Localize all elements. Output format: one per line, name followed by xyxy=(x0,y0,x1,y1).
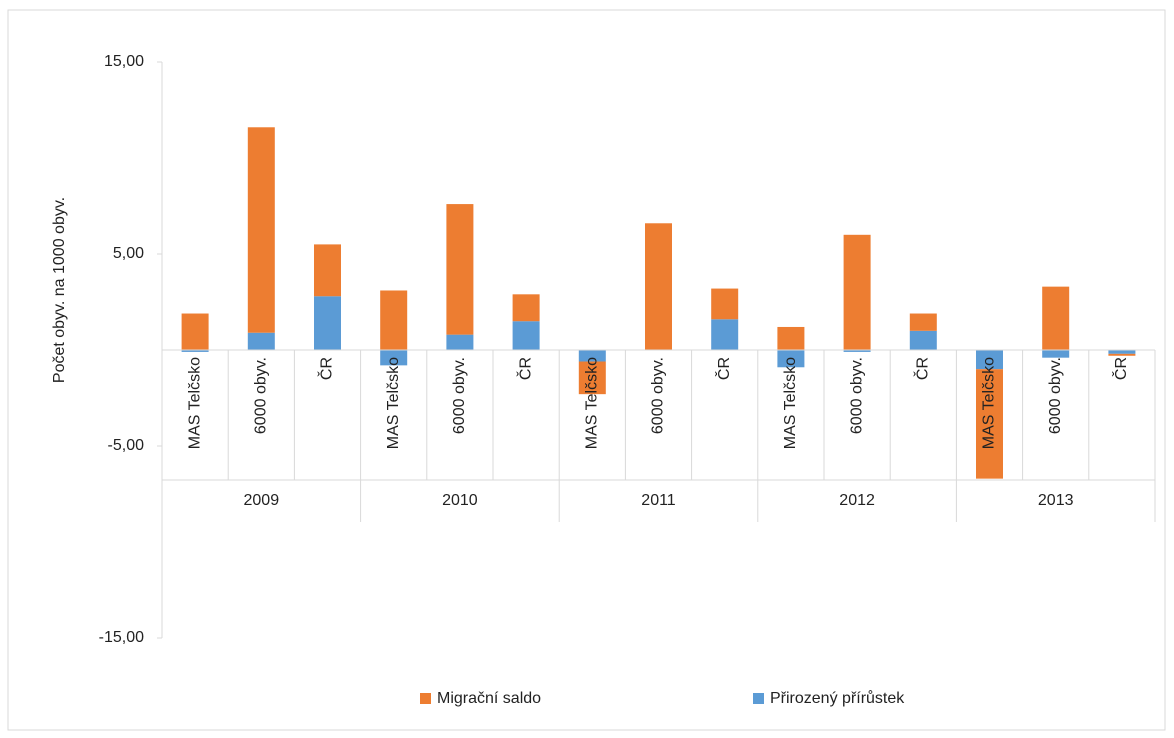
x-tick-label: ČR xyxy=(714,357,733,380)
bar xyxy=(181,313,209,350)
group-label: 2011 xyxy=(641,492,676,509)
bar xyxy=(181,350,209,352)
bar xyxy=(843,350,871,352)
bar xyxy=(1042,286,1070,350)
bar xyxy=(512,294,540,322)
legend-swatch xyxy=(753,693,764,704)
bar xyxy=(976,350,1003,370)
x-tick-label: MAS Telčsko xyxy=(584,357,601,449)
group-label: 2012 xyxy=(839,492,875,509)
legend-label: Přirozený přírůstek xyxy=(770,689,905,707)
y-tick-label: -5,00 xyxy=(108,437,145,454)
x-tick-label: 6000 obyv. xyxy=(451,357,468,434)
x-tick-label: 6000 obyv. xyxy=(650,357,667,434)
bar xyxy=(512,321,540,350)
x-tick-label: MAS Telčsko xyxy=(186,357,203,449)
group-label: 2010 xyxy=(442,492,478,509)
bar xyxy=(1108,350,1136,354)
bar xyxy=(578,350,606,362)
bar xyxy=(1108,353,1136,356)
x-tick-label: MAS Telčsko xyxy=(981,357,998,449)
bar xyxy=(909,330,937,350)
x-tick-label: MAS Telčsko xyxy=(385,357,402,449)
bar xyxy=(314,296,341,350)
group-label: 2009 xyxy=(244,492,280,509)
x-tick-label: 6000 obyv. xyxy=(1047,357,1064,434)
bar xyxy=(711,319,739,350)
y-tick-label: 15,00 xyxy=(104,53,144,70)
y-tick-label: 5,00 xyxy=(113,245,144,262)
bar xyxy=(777,350,805,368)
x-tick-label: ČR xyxy=(1111,357,1130,380)
bar xyxy=(909,313,937,331)
bar xyxy=(314,244,341,297)
bar xyxy=(446,334,474,350)
bar xyxy=(247,127,275,333)
x-tick-label: ČR xyxy=(515,357,534,380)
y-tick-label: -15,00 xyxy=(99,629,144,646)
bar xyxy=(247,332,275,350)
bar xyxy=(578,361,606,395)
bar xyxy=(976,369,1003,479)
x-tick-label: ČR xyxy=(317,357,336,380)
x-tick-label: MAS Telčsko xyxy=(782,357,799,449)
x-tick-label: 6000 obyv. xyxy=(848,357,865,434)
bar xyxy=(711,288,739,320)
bar xyxy=(446,204,474,335)
bar xyxy=(777,326,805,350)
x-tick-label: ČR xyxy=(913,357,932,380)
x-tick-label: 6000 obyv. xyxy=(253,357,270,434)
bar xyxy=(380,350,408,366)
bar xyxy=(843,234,871,350)
bar xyxy=(380,290,408,350)
legend-label: Migrační saldo xyxy=(437,690,541,707)
bar xyxy=(645,223,672,350)
bar xyxy=(1042,350,1070,358)
y-axis-title: Počet obyv. na 1000 obyv. xyxy=(51,197,68,383)
legend-swatch xyxy=(420,693,431,704)
group-label: 2013 xyxy=(1038,492,1074,509)
